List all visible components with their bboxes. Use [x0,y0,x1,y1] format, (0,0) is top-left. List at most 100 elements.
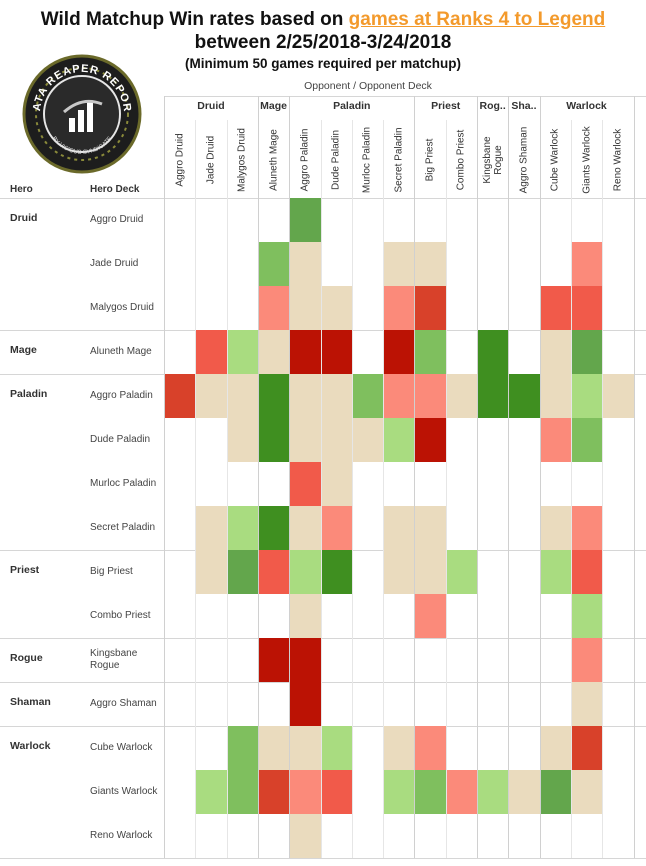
matchup-cell[interactable] [570,550,603,594]
matchup-cell[interactable] [195,770,228,814]
matchup-cell[interactable] [320,374,353,418]
matchup-cell[interactable] [195,374,228,418]
matchup-cell[interactable] [257,638,290,682]
matchup-cell[interactable] [383,374,415,418]
matchup-cell[interactable] [383,286,415,330]
matchup-cell[interactable] [289,242,321,286]
matchup-cell[interactable] [257,286,290,330]
matchup-cell[interactable] [257,330,290,374]
matchup-cell[interactable] [164,374,196,418]
matchup-cell[interactable] [257,374,290,418]
matchup-cell[interactable] [539,770,572,814]
matchup-cell[interactable] [320,286,353,330]
matchup-cell[interactable] [195,550,228,594]
matchup-cell[interactable] [351,418,384,462]
matchup-cell[interactable] [289,286,321,330]
matchup-cell[interactable] [477,374,509,418]
matchup-cell[interactable] [539,550,572,594]
matchup-cell[interactable] [257,550,290,594]
matchup-cell[interactable] [414,770,447,814]
matchup-cell[interactable] [320,418,353,462]
matchup-cell[interactable] [414,506,447,550]
matchup-cell[interactable] [320,726,353,770]
matchup-cell[interactable] [383,550,415,594]
matchup-cell[interactable] [414,726,447,770]
matchup-cell[interactable] [351,374,384,418]
matchup-cell[interactable] [289,506,321,550]
matchup-cell[interactable] [289,726,321,770]
matchup-cell[interactable] [383,726,415,770]
matchup-cell[interactable] [570,594,603,638]
matchup-cell[interactable] [289,374,321,418]
matchup-cell[interactable] [570,638,603,682]
matchup-cell[interactable] [289,770,321,814]
matchup-cell[interactable] [226,726,259,770]
matchup-cell[interactable] [257,506,290,550]
matchup-cell[interactable] [226,374,259,418]
matchup-cell[interactable] [539,374,572,418]
matchup-cell[interactable] [289,638,321,682]
matchup-cell[interactable] [570,418,603,462]
matchup-cell[interactable] [195,330,228,374]
matchup-cell[interactable] [289,594,321,638]
hero-deck-label: Big Priest [90,566,133,577]
matchup-cell[interactable] [477,330,509,374]
matchup-cell[interactable] [477,770,509,814]
matchup-cell[interactable] [289,550,321,594]
matchup-cell[interactable] [570,286,603,330]
matchup-cell[interactable] [257,726,290,770]
title-link[interactable]: games at Ranks 4 to Legend [348,9,606,30]
matchup-cell[interactable] [539,330,572,374]
matchup-cell[interactable] [539,506,572,550]
matchup-cell[interactable] [414,330,447,374]
matchup-cell[interactable] [508,770,541,814]
matchup-cell[interactable] [383,242,415,286]
matchup-cell[interactable] [570,726,603,770]
matchup-cell[interactable] [445,374,478,418]
matchup-cell[interactable] [508,374,541,418]
matchup-cell[interactable] [320,770,353,814]
matchup-cell[interactable] [320,330,353,374]
matchup-cell[interactable] [289,462,321,506]
matchup-cell[interactable] [383,770,415,814]
matchup-cell[interactable] [539,418,572,462]
matchup-cell[interactable] [570,374,603,418]
matchup-cell[interactable] [289,198,321,242]
matchup-cell[interactable] [320,506,353,550]
matchup-cell[interactable] [602,374,634,418]
matchup-cell[interactable] [289,330,321,374]
column-deck-label: Secret Paladin [393,127,405,193]
matchup-cell[interactable] [570,506,603,550]
matchup-cell[interactable] [414,594,447,638]
matchup-cell[interactable] [383,330,415,374]
matchup-cell[interactable] [570,682,603,726]
matchup-cell[interactable] [226,418,259,462]
matchup-cell[interactable] [289,418,321,462]
matchup-cell[interactable] [570,770,603,814]
matchup-cell[interactable] [226,770,259,814]
matchup-cell[interactable] [414,550,447,594]
matchup-cell[interactable] [383,506,415,550]
matchup-cell[interactable] [226,550,259,594]
matchup-cell[interactable] [539,286,572,330]
matchup-cell[interactable] [195,506,228,550]
matchup-cell[interactable] [570,242,603,286]
matchup-cell[interactable] [383,418,415,462]
matchup-cell[interactable] [257,418,290,462]
matchup-cell[interactable] [320,462,353,506]
matchup-cell[interactable] [445,550,478,594]
matchup-cell[interactable] [414,418,447,462]
matchup-cell[interactable] [226,506,259,550]
matchup-cell[interactable] [570,330,603,374]
matchup-cell[interactable] [226,330,259,374]
matchup-cell[interactable] [289,682,321,726]
matchup-cell[interactable] [414,286,447,330]
matchup-cell[interactable] [414,242,447,286]
matchup-cell[interactable] [320,550,353,594]
matchup-cell[interactable] [257,242,290,286]
matchup-cell[interactable] [257,770,290,814]
matchup-cell[interactable] [289,814,321,858]
matchup-cell[interactable] [445,770,478,814]
matchup-cell[interactable] [414,374,447,418]
matchup-cell[interactable] [539,726,572,770]
